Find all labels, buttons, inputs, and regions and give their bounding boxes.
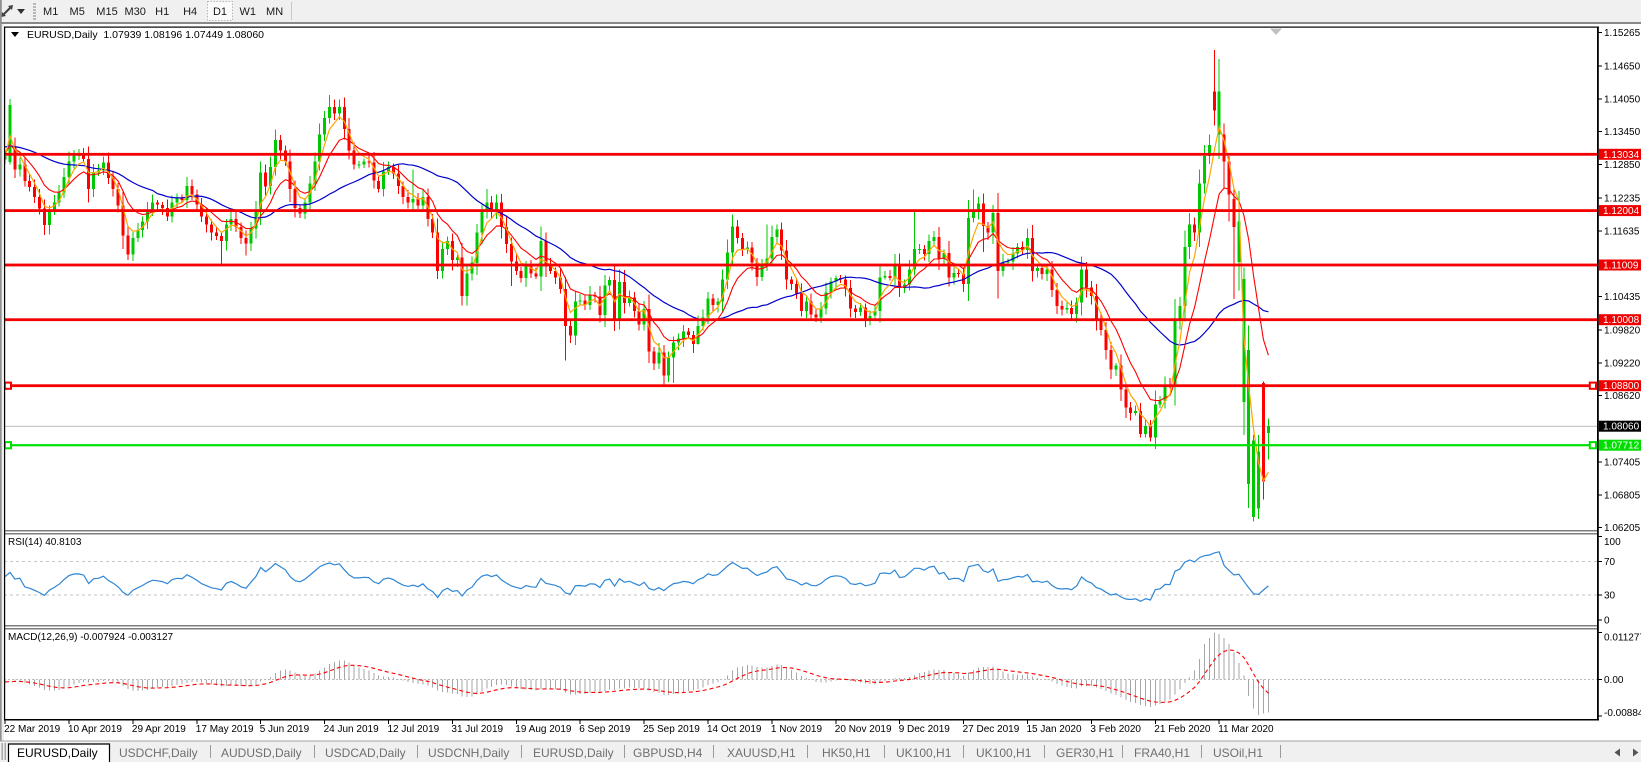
svg-text:14 Oct 2019: 14 Oct 2019 bbox=[707, 724, 762, 735]
svg-text:24 Jun 2019: 24 Jun 2019 bbox=[324, 724, 379, 735]
svg-text:1.14650: 1.14650 bbox=[1604, 62, 1641, 73]
svg-text:100: 100 bbox=[1604, 537, 1621, 548]
svg-text:USDCAD,Daily: USDCAD,Daily bbox=[325, 746, 406, 760]
svg-text:27 Dec 2019: 27 Dec 2019 bbox=[963, 724, 1020, 735]
svg-text:0: 0 bbox=[1604, 616, 1610, 627]
svg-text:1.10435: 1.10435 bbox=[1604, 292, 1641, 303]
svg-text:1.09820: 1.09820 bbox=[1604, 326, 1641, 337]
svg-text:EURUSD,Daily 1.07939 1.08196: EURUSD,Daily 1.07939 1.08196 1.07449 1.0… bbox=[27, 29, 264, 41]
svg-text:-0.008845: -0.008845 bbox=[1604, 708, 1641, 719]
svg-text:1.14050: 1.14050 bbox=[1604, 94, 1641, 105]
svg-text:1.15265: 1.15265 bbox=[1604, 28, 1641, 39]
svg-text:21 Feb 2020: 21 Feb 2020 bbox=[1154, 724, 1211, 735]
svg-text:10 Apr 2019: 10 Apr 2019 bbox=[68, 724, 122, 735]
svg-text:1.11009: 1.11009 bbox=[1603, 261, 1639, 272]
svg-text:3 Feb 2020: 3 Feb 2020 bbox=[1090, 724, 1141, 735]
svg-text:USDCNH,Daily: USDCNH,Daily bbox=[428, 746, 509, 760]
svg-text:1.07712: 1.07712 bbox=[1603, 441, 1640, 452]
svg-text:1.06805: 1.06805 bbox=[1604, 490, 1641, 501]
svg-text:1.13034: 1.13034 bbox=[1603, 150, 1640, 161]
svg-text:1.09220: 1.09220 bbox=[1604, 358, 1641, 369]
svg-text:1.13450: 1.13450 bbox=[1604, 127, 1641, 138]
svg-text:70: 70 bbox=[1604, 557, 1616, 568]
svg-text:M15: M15 bbox=[96, 6, 117, 18]
svg-text:9 Dec 2019: 9 Dec 2019 bbox=[899, 724, 951, 735]
svg-text:30: 30 bbox=[1604, 591, 1616, 602]
svg-text:UK100,H1: UK100,H1 bbox=[976, 746, 1032, 760]
svg-text:H1: H1 bbox=[155, 6, 169, 18]
svg-text:GBPUSD,H4: GBPUSD,H4 bbox=[633, 746, 703, 760]
svg-text:20 Nov 2019: 20 Nov 2019 bbox=[835, 724, 892, 735]
svg-text:FRA40,H1: FRA40,H1 bbox=[1134, 746, 1190, 760]
svg-text:22 Mar 2019: 22 Mar 2019 bbox=[4, 724, 61, 735]
svg-text:1.08060: 1.08060 bbox=[1603, 422, 1640, 433]
svg-text:MACD(12,26,9) -0.007924 -0.003: MACD(12,26,9) -0.007924 -0.003127 bbox=[8, 632, 174, 643]
svg-text:MN: MN bbox=[266, 6, 283, 18]
svg-text:UK100,H1: UK100,H1 bbox=[896, 746, 952, 760]
svg-text:1.12004: 1.12004 bbox=[1603, 206, 1640, 217]
svg-text:15 Jan 2020: 15 Jan 2020 bbox=[1027, 724, 1082, 735]
svg-text:1.12235: 1.12235 bbox=[1604, 194, 1641, 205]
svg-text:19 Aug 2019: 19 Aug 2019 bbox=[515, 724, 572, 735]
svg-text:29 Apr 2019: 29 Apr 2019 bbox=[132, 724, 186, 735]
svg-text:17 May 2019: 17 May 2019 bbox=[196, 724, 254, 735]
svg-text:1.08620: 1.08620 bbox=[1604, 391, 1641, 402]
svg-text:H4: H4 bbox=[183, 6, 197, 18]
svg-text:1.08800: 1.08800 bbox=[1603, 381, 1640, 392]
svg-text:W1: W1 bbox=[239, 6, 256, 18]
svg-text:12 Jul 2019: 12 Jul 2019 bbox=[388, 724, 440, 735]
svg-text:5 Jun 2019: 5 Jun 2019 bbox=[260, 724, 310, 735]
svg-text:6 Sep 2019: 6 Sep 2019 bbox=[579, 724, 631, 735]
svg-text:1.12850: 1.12850 bbox=[1604, 160, 1641, 171]
svg-text:HK50,H1: HK50,H1 bbox=[822, 746, 871, 760]
svg-text:M5: M5 bbox=[70, 6, 85, 18]
svg-text:0.011277: 0.011277 bbox=[1604, 633, 1641, 644]
svg-text:1.07405: 1.07405 bbox=[1604, 458, 1641, 469]
svg-text:1.10008: 1.10008 bbox=[1603, 315, 1640, 326]
svg-text:1.06205: 1.06205 bbox=[1604, 523, 1641, 534]
svg-text:AUDUSD,Daily: AUDUSD,Daily bbox=[221, 746, 302, 760]
svg-text:RSI(14) 40.8103: RSI(14) 40.8103 bbox=[8, 537, 82, 548]
svg-text:XAUUSD,H1: XAUUSD,H1 bbox=[727, 746, 796, 760]
svg-text:11 Mar 2020: 11 Mar 2020 bbox=[1218, 724, 1274, 735]
svg-text:USOil,H1: USOil,H1 bbox=[1213, 746, 1263, 760]
svg-text:M1: M1 bbox=[43, 6, 58, 18]
svg-text:USDCHF,Daily: USDCHF,Daily bbox=[119, 746, 198, 760]
svg-text:M30: M30 bbox=[124, 6, 145, 18]
svg-text:0.00: 0.00 bbox=[1604, 675, 1624, 686]
svg-text:GER30,H1: GER30,H1 bbox=[1056, 746, 1114, 760]
svg-text:25 Sep 2019: 25 Sep 2019 bbox=[643, 724, 700, 735]
svg-text:1.11635: 1.11635 bbox=[1604, 226, 1640, 237]
svg-text:31 Jul 2019: 31 Jul 2019 bbox=[451, 724, 503, 735]
svg-text:D1: D1 bbox=[213, 6, 227, 18]
svg-text:EURUSD,Daily: EURUSD,Daily bbox=[533, 746, 614, 760]
svg-text:EURUSD,Daily: EURUSD,Daily bbox=[17, 746, 98, 760]
svg-text:1 Nov 2019: 1 Nov 2019 bbox=[771, 724, 823, 735]
